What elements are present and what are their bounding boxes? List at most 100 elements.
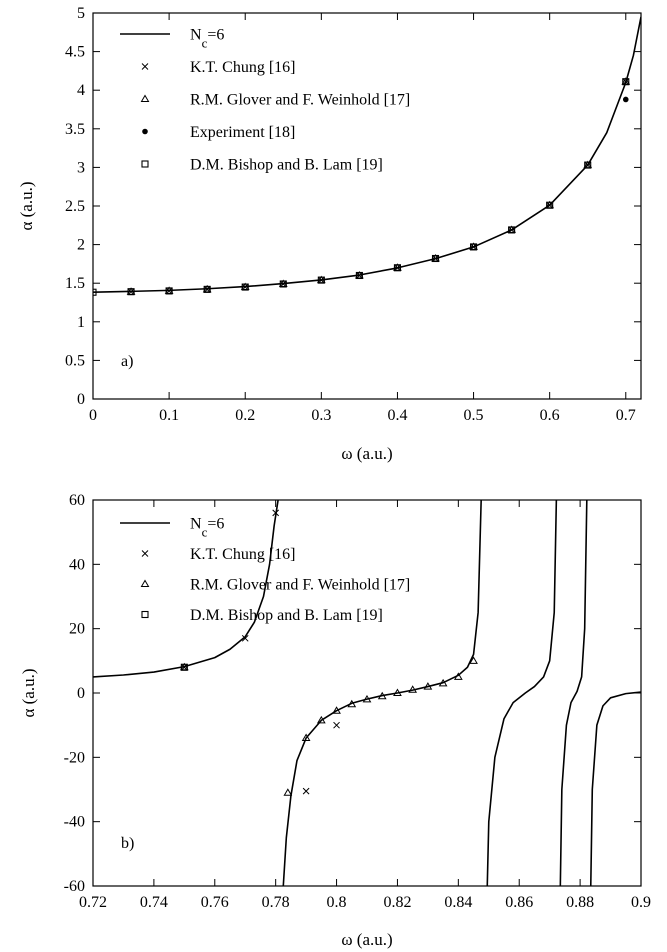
- y-tick-label: 5: [77, 5, 85, 22]
- y-tick-label: 4.5: [65, 44, 85, 61]
- y-tick-label: 0.5: [65, 352, 85, 369]
- data-point-square: [241, 283, 249, 291]
- legend-marker-triangle: [140, 579, 150, 587]
- x-tick-label: 0.8: [327, 894, 347, 911]
- data-point-triangle: [438, 678, 448, 687]
- x-tick-label: 0.9: [631, 894, 651, 911]
- data-point-triangle: [347, 699, 357, 708]
- data-point-triangle: [377, 691, 387, 700]
- data-point-square: [203, 285, 211, 293]
- series-line: [559, 500, 588, 886]
- plot-frame: [92, 499, 642, 887]
- series-line: [282, 500, 482, 886]
- data-point-triangle: [423, 682, 433, 690]
- legend-marker-x: [141, 550, 149, 557]
- data-point-square: [508, 226, 516, 234]
- data-point-square: [584, 161, 592, 169]
- data-point-dot: [622, 96, 629, 103]
- legend-entry: Nc=6: [190, 516, 224, 540]
- data-point-triangle: [393, 688, 402, 696]
- x-tick-label: 0.86: [505, 894, 533, 911]
- panel-label: b): [121, 835, 134, 852]
- x-tick-label: 0.2: [235, 407, 255, 424]
- data-point-triangle: [316, 715, 326, 724]
- series-line: [93, 500, 279, 678]
- data-point-square: [355, 271, 363, 280]
- x-tick-label: 0.3: [311, 407, 331, 424]
- data-point-triangle: [408, 685, 418, 693]
- y-tick-label: 0: [77, 391, 85, 408]
- data-point-triangle: [362, 694, 372, 703]
- x-axis-label: ω (a.u.): [341, 444, 392, 463]
- series-line: [589, 691, 641, 886]
- x-tick-label: 0: [89, 407, 97, 424]
- legend-marker-dot: [142, 128, 148, 135]
- data-point-square: [431, 254, 440, 263]
- legend-entry: Experiment [18]: [190, 124, 295, 141]
- legend-marker-square: [141, 160, 149, 168]
- y-axis-label: α (a.u.): [19, 668, 38, 717]
- legend-entry: D.M. Bishop and B. Lam [19]: [190, 607, 383, 624]
- x-tick-label: 0.88: [566, 894, 594, 911]
- data-point-x: [302, 787, 310, 795]
- plot-area: [93, 16, 641, 296]
- data-point-x: [333, 721, 340, 729]
- data-point-triangle: [453, 672, 463, 680]
- data-point-square: [165, 287, 173, 295]
- data-point-triangle: [332, 706, 341, 714]
- data-point-x: [241, 634, 249, 642]
- series-line: [486, 500, 558, 886]
- y-tick-label: 40: [69, 556, 85, 573]
- plot-area: [93, 500, 641, 886]
- y-tick-label: -20: [64, 749, 85, 766]
- x-tick-label: 0.82: [383, 894, 411, 911]
- legend-marker-x: [141, 63, 149, 70]
- legend-entry: K.T. Chung [16]: [190, 546, 295, 563]
- y-tick-label: 20: [69, 621, 85, 638]
- legend-entry: R.M. Glover and F. Weinhold [17]: [190, 92, 410, 109]
- chart-panel-a: 0 0.1 0.2 0.3 0.4 0.5 0.6 0.7 0 0.5 1 1.5 2 2.5 3 3.5 4 4…: [17, 5, 642, 463]
- data-point-square: [546, 201, 554, 209]
- chart-panel-b: 0.72 0.74 0.76 0.78 0.8 0.82 0.84 0.86 0.88 0.9 -6…: [19, 492, 651, 949]
- data-point-square: [127, 288, 135, 296]
- y-tick-label: 1.5: [65, 275, 85, 292]
- y-tick-label: 3.5: [65, 121, 85, 138]
- data-point-square: [279, 280, 287, 288]
- x-tick-label: 0.72: [79, 894, 107, 911]
- legend-marker-square: [141, 610, 149, 619]
- data-point-square: [470, 243, 478, 251]
- x-tick-label: 0.74: [140, 894, 168, 911]
- legend-entry: D.M. Bishop and B. Lam [19]: [190, 157, 383, 174]
- y-tick-label: 3: [77, 159, 85, 176]
- y-tick-label: 0: [77, 685, 85, 702]
- legend-entry: R.M. Glover and F. Weinhold [17]: [190, 577, 410, 594]
- y-tick-label: 2: [77, 237, 85, 254]
- y-tick-label: -60: [64, 878, 85, 895]
- x-tick-label: 0.84: [444, 894, 472, 911]
- x-axis-label: ω (a.u.): [341, 930, 392, 949]
- series-line: [93, 16, 641, 294]
- data-point-square: [180, 663, 188, 671]
- data-point-x: [272, 509, 280, 517]
- data-point-triangle: [301, 733, 311, 742]
- x-tick-label: 0.6: [540, 407, 560, 424]
- x-tick-label: 0.76: [201, 894, 229, 911]
- x-tick-label: 0.7: [616, 407, 636, 424]
- y-tick-label: 2.5: [65, 198, 85, 215]
- y-tick-label: 1: [77, 314, 85, 331]
- subscript: c: [202, 35, 208, 50]
- x-tick-label: 0.1: [159, 407, 179, 424]
- y-tick-label: 60: [69, 492, 85, 509]
- y-tick-label: -40: [64, 814, 85, 831]
- y-axis-label: α (a.u.): [17, 181, 36, 230]
- x-tick-label: 0.78: [262, 894, 290, 911]
- data-point-triangle: [283, 788, 293, 796]
- subscript: c: [202, 524, 208, 539]
- y-tick-label: 4: [77, 82, 85, 99]
- legend-entry: Nc=6: [190, 27, 224, 51]
- panel-label: a): [121, 353, 133, 370]
- legend-marker-triangle: [140, 94, 150, 102]
- data-point-square: [93, 288, 97, 296]
- data-point-triangle: [469, 656, 478, 664]
